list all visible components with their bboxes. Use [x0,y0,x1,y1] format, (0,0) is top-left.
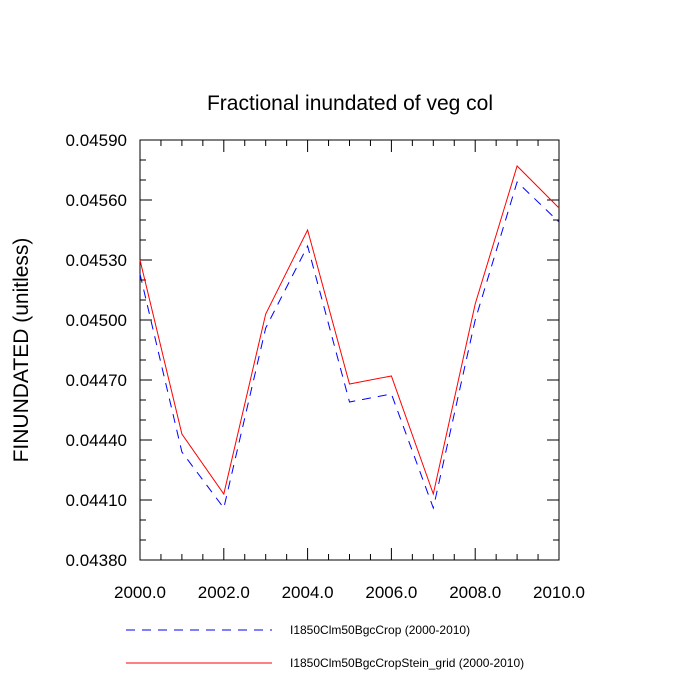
x-tick-label: 2002.0 [198,583,250,602]
y-axis-label: FINUNDATED (unitless) [10,238,33,463]
axis-ticks: 2000.0 2002.0 2004.0 2006.0 2008.0 2010.0 0.04… [66,131,585,602]
y-tick-label: 0.04560 [66,191,127,210]
legend-label-2: I1850Clm50BgcCropStein_grid (2000-2010) [290,656,524,670]
y-tick-label: 0.04590 [66,131,127,150]
chart-title: Fractional inundated of veg col [207,92,493,115]
series-line-2 [139,165,560,496]
x-tick-label: 2006.0 [365,583,417,602]
y-tick-label: 0.04440 [66,431,127,450]
y-tick-label: 0.04470 [66,371,127,390]
y-tick-label: 0.04380 [66,551,127,570]
series-lines [139,165,560,510]
y-tick-label: 0.04530 [66,251,127,270]
x-tick-label: 2010.0 [533,583,585,602]
legend-label-1: I1850Clm50BgcCrop (2000-2010) [290,623,470,637]
y-tick-label: 0.04500 [66,311,127,330]
x-tick-label: 2004.0 [282,583,334,602]
x-tick-label: 2008.0 [449,583,501,602]
legend: I1850Clm50BgcCrop (2000-2010) I1850Clm50B… [126,623,524,670]
x-tick-label: 2000.0 [114,583,166,602]
plot-frame [139,139,560,561]
series-line-1 [139,181,560,510]
y-tick-label: 0.04410 [66,491,127,510]
